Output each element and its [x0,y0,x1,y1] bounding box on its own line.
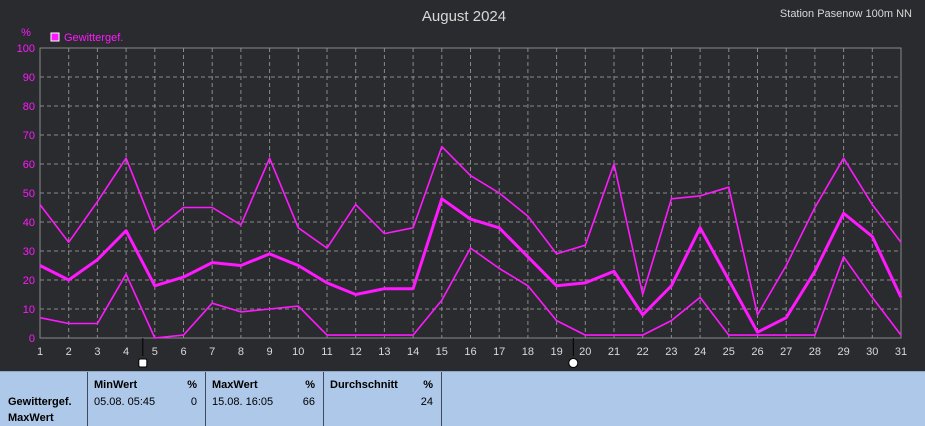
x-tick-label: 18 [522,346,534,358]
max-header: MaxWert [212,379,258,391]
y-tick-label: 0 [29,333,35,345]
max-date: 15.08. 16:05 [212,396,274,408]
series-lines [39,145,903,339]
y-tick-label: 80 [23,101,35,113]
x-tick-label: 28 [809,346,821,358]
x-tick-label: 10 [292,346,304,358]
x-tick-label: 9 [267,346,273,358]
x-tick-label: 1 [37,346,43,358]
max-cell: MaxWert % 15.08. 16:05 66 [206,372,324,426]
y-tick-label: 10 [23,304,35,316]
x-tick-label: 19 [550,346,562,358]
x-tick-label: 17 [493,346,505,358]
y-axis-unit: % [21,27,31,39]
stats-panel: Gewittergef. MaxWert MinWert % 05.08. 05… [0,371,925,426]
x-tick-label: 23 [665,346,677,358]
y-tick-label: 20 [23,275,35,287]
x-tick-label: 2 [66,346,72,358]
stats-row-sublabel: MaxWert [8,412,54,424]
x-tick-label: 3 [94,346,100,358]
x-tick-label: 20 [579,346,591,358]
x-tick-label: 4 [123,346,129,358]
y-tick-label: 70 [23,130,35,142]
x-tick-label: 29 [837,346,849,358]
chart: August 2024 Station Pasenow 100m NN % Ge… [17,8,912,368]
legend-swatch [50,32,60,42]
x-tick-label: 22 [637,346,649,358]
max-value: 66 [302,396,315,408]
x-tick-label: 24 [694,346,706,358]
x-tick-label: 27 [780,346,792,358]
avg-unit: % [423,379,433,391]
y-tick-label: 50 [23,188,35,200]
x-tick-label: 31 [895,346,907,358]
series-line-minwert [39,247,902,339]
marker-circle [568,358,579,368]
min-date: 05.08. 05:45 [94,396,156,408]
grid [40,48,901,338]
x-tick-label: 14 [407,346,419,358]
avg-header: Durchschnitt [330,379,398,391]
x-tick-label: 5 [152,346,158,358]
x-tick-label: 21 [608,346,620,358]
y-tick-label: 60 [23,159,35,171]
x-tick-label: 30 [866,346,878,358]
y-tick-label: 100 [17,43,35,55]
series-line-maxwert [39,145,902,316]
series-line-durchschnitt [39,197,903,334]
avg-value: 24 [420,396,433,408]
x-tick-label: 8 [238,346,244,358]
max-unit: % [305,379,315,391]
stats-row-label-cell: Gewittergef. MaxWert [0,372,88,426]
x-tick-label: 25 [723,346,735,358]
x-tick-label: 7 [209,346,215,358]
y-tick-labels: 0 10 20 30 40 50 60 70 80 90 100 [17,43,35,345]
y-tick-label: 90 [23,72,35,84]
min-value: 0 [190,396,197,408]
marker-square [138,358,148,368]
x-tick-label: 11 [321,346,332,358]
x-tick-label: 15 [436,346,448,358]
x-tick-labels: 1 2 3 4 5 6 7 8 9 10 11 12 13 14 15 16 17 18 19 20 21 22 23 24 2… [37,346,907,358]
event-markers [138,338,579,368]
x-tick-label: 13 [378,346,390,358]
min-cell: MinWert % 05.08. 05:45 0 [88,372,206,426]
y-tick-label: 40 [23,217,35,229]
y-tick-label: 30 [23,246,35,258]
stats-row-label: Gewittergef. [8,396,72,408]
x-tick-label: 6 [180,346,186,358]
legend-label: Gewittergef. [64,32,123,44]
min-header: MinWert [94,379,138,391]
station-label: Station Pasenow 100m NN [780,8,912,20]
avg-cell: Durchschnitt % 24 [324,372,442,426]
min-unit: % [187,379,197,391]
x-tick-label: 16 [464,346,476,358]
chart-title: August 2024 [422,8,506,25]
x-tick-label: 12 [350,346,362,358]
x-tick-label: 26 [751,346,763,358]
